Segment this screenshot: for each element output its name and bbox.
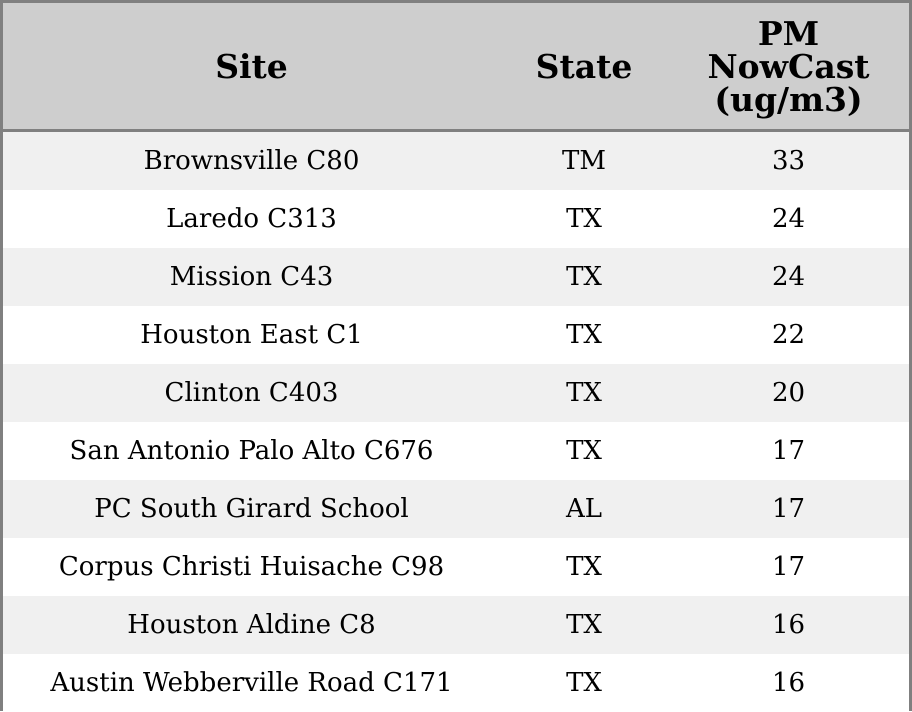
table-row: Houston Aldine C8 TX 16 bbox=[3, 596, 909, 654]
pm-value-cell: 17 bbox=[771, 552, 806, 582]
site-cell: San Antonio Palo Alto C676 bbox=[69, 436, 434, 466]
state-cell: TX bbox=[566, 320, 602, 350]
table-row: Mission C43 TX 24 bbox=[3, 248, 909, 306]
pm-value-cell: 24 bbox=[771, 204, 806, 234]
header-site: Site bbox=[215, 46, 288, 86]
table-row: Laredo C313 TX 24 bbox=[3, 190, 909, 248]
table-row: Brownsville C80 TM 33 bbox=[3, 132, 909, 190]
site-cell: Austin Webberville Road C171 bbox=[50, 668, 453, 698]
pm-value-cell: 16 bbox=[771, 668, 806, 698]
table-header-row: Site State PM NowCast (ug/m3) bbox=[3, 3, 909, 132]
pm-value-cell: 17 bbox=[771, 494, 806, 524]
pm-value-cell: 16 bbox=[771, 610, 806, 640]
state-cell: TX bbox=[566, 668, 602, 698]
table-row: Austin Webberville Road C171 TX 16 bbox=[3, 654, 909, 712]
site-cell: Brownsville C80 bbox=[143, 146, 360, 176]
site-cell: Houston Aldine C8 bbox=[127, 610, 376, 640]
table-row: Clinton C403 TX 20 bbox=[3, 364, 909, 422]
table-row: PC South Girard School AL 17 bbox=[3, 480, 909, 538]
state-cell: AL bbox=[565, 494, 603, 524]
state-cell: TX bbox=[566, 378, 602, 408]
table-row: Corpus Christi Huisache C98 TX 17 bbox=[3, 538, 909, 596]
pm-value-cell: 17 bbox=[771, 436, 806, 466]
pm-value-cell: 22 bbox=[771, 320, 806, 350]
state-cell: TX bbox=[566, 262, 602, 292]
state-cell: TX bbox=[566, 436, 602, 466]
pm-value-cell: 33 bbox=[771, 146, 806, 176]
table-body: Brownsville C80 TM 33 Laredo C313 TX 24 Missio… bbox=[3, 132, 909, 712]
site-cell: Laredo C313 bbox=[166, 204, 337, 234]
site-cell: Corpus Christi Huisache C98 bbox=[58, 552, 445, 582]
state-cell: TX bbox=[566, 610, 602, 640]
site-cell: Mission C43 bbox=[169, 262, 334, 292]
header-state: State bbox=[535, 46, 633, 86]
pm-value-cell: 24 bbox=[771, 262, 806, 292]
state-cell: TX bbox=[566, 552, 602, 582]
site-cell: Houston East C1 bbox=[140, 320, 363, 350]
state-cell: TM bbox=[562, 146, 606, 176]
table-row: San Antonio Palo Alto C676 TX 17 bbox=[3, 422, 909, 480]
header-pm-nowcast: PM NowCast (ug/m3) bbox=[707, 13, 870, 119]
pm-value-cell: 20 bbox=[771, 378, 806, 408]
state-cell: TX bbox=[566, 204, 602, 234]
site-cell: PC South Girard School bbox=[94, 494, 409, 524]
table-row: Houston East C1 TX 22 bbox=[3, 306, 909, 364]
site-cell: Clinton C403 bbox=[164, 378, 339, 408]
